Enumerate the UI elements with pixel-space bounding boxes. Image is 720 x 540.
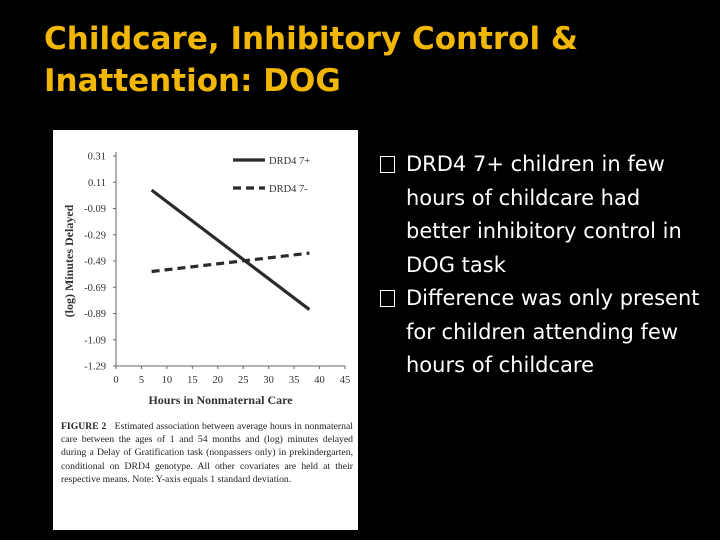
x-tick-label: 25: [238, 375, 249, 386]
bullet-item: Difference was only present for children…: [380, 282, 700, 383]
y-axis-title: (log) Minutes Delayed: [62, 204, 76, 317]
slide-title-line2: Inattention: DOG: [44, 63, 341, 99]
square-bullet-icon: [380, 290, 395, 307]
x-tick-label: 40: [314, 375, 325, 386]
y-tick-label: -0.69: [84, 283, 106, 294]
x-tick-label: 20: [213, 375, 224, 386]
y-tick-label: -0.09: [84, 204, 106, 215]
bullet-text: Difference was only present for children…: [406, 286, 700, 377]
line-chart: 0.31 0.11 -0.09 -0.29 -0.49 -0.69 -0.89 -1.09 -1…: [62, 152, 351, 408]
x-tick-label: 10: [162, 375, 173, 386]
bullet-text: DRD4 7+ children in few hours of childca…: [406, 152, 682, 277]
bullet-item: DRD4 7+ children in few hours of childca…: [380, 148, 700, 282]
x-tick-label: 30: [263, 375, 274, 386]
title-bar: Childcare, Inhibitory Control & Inattent…: [0, 0, 720, 112]
x-tick-label: 45: [340, 375, 351, 386]
x-tick-label: 0: [113, 375, 118, 386]
x-tick-label: 35: [289, 375, 300, 386]
y-tick-label: 0.11: [88, 178, 106, 189]
y-tick-label: -0.29: [84, 230, 106, 241]
x-tick-label: 5: [139, 375, 144, 386]
y-tick-label: 0.31: [88, 152, 106, 163]
figure-caption: FIGURE 2 Estimated association between a…: [61, 420, 353, 486]
square-bullet-icon: [380, 156, 395, 173]
series-line-drd4-7-minus: [151, 251, 310, 274]
x-axis-title: Hours in Nonmaternal Care: [148, 393, 293, 407]
legend-label: DRD4 7+: [269, 156, 310, 167]
y-tick-label: -0.89: [84, 309, 106, 320]
y-tick-label: -1.09: [84, 335, 106, 346]
y-tick-label: -0.49: [84, 257, 106, 268]
slide-title-line1: Childcare, Inhibitory Control &: [44, 21, 578, 57]
caption-label: FIGURE 2: [61, 421, 107, 432]
bullet-list: DRD4 7+ children in few hours of childca…: [380, 148, 700, 383]
series-line-drd4-7-plus: [150, 188, 311, 311]
figure-panel: 0.31 0.11 -0.09 -0.29 -0.49 -0.69 -0.89 -1.09 -1…: [53, 130, 358, 530]
legend-label: DRD4 7-: [269, 184, 308, 195]
slide-title: Childcare, Inhibitory Control & Inattent…: [44, 18, 664, 102]
caption-text: Estimated association between average ho…: [61, 421, 353, 485]
x-tick-label: 15: [187, 375, 198, 386]
y-tick-label: -1.29: [84, 362, 106, 373]
